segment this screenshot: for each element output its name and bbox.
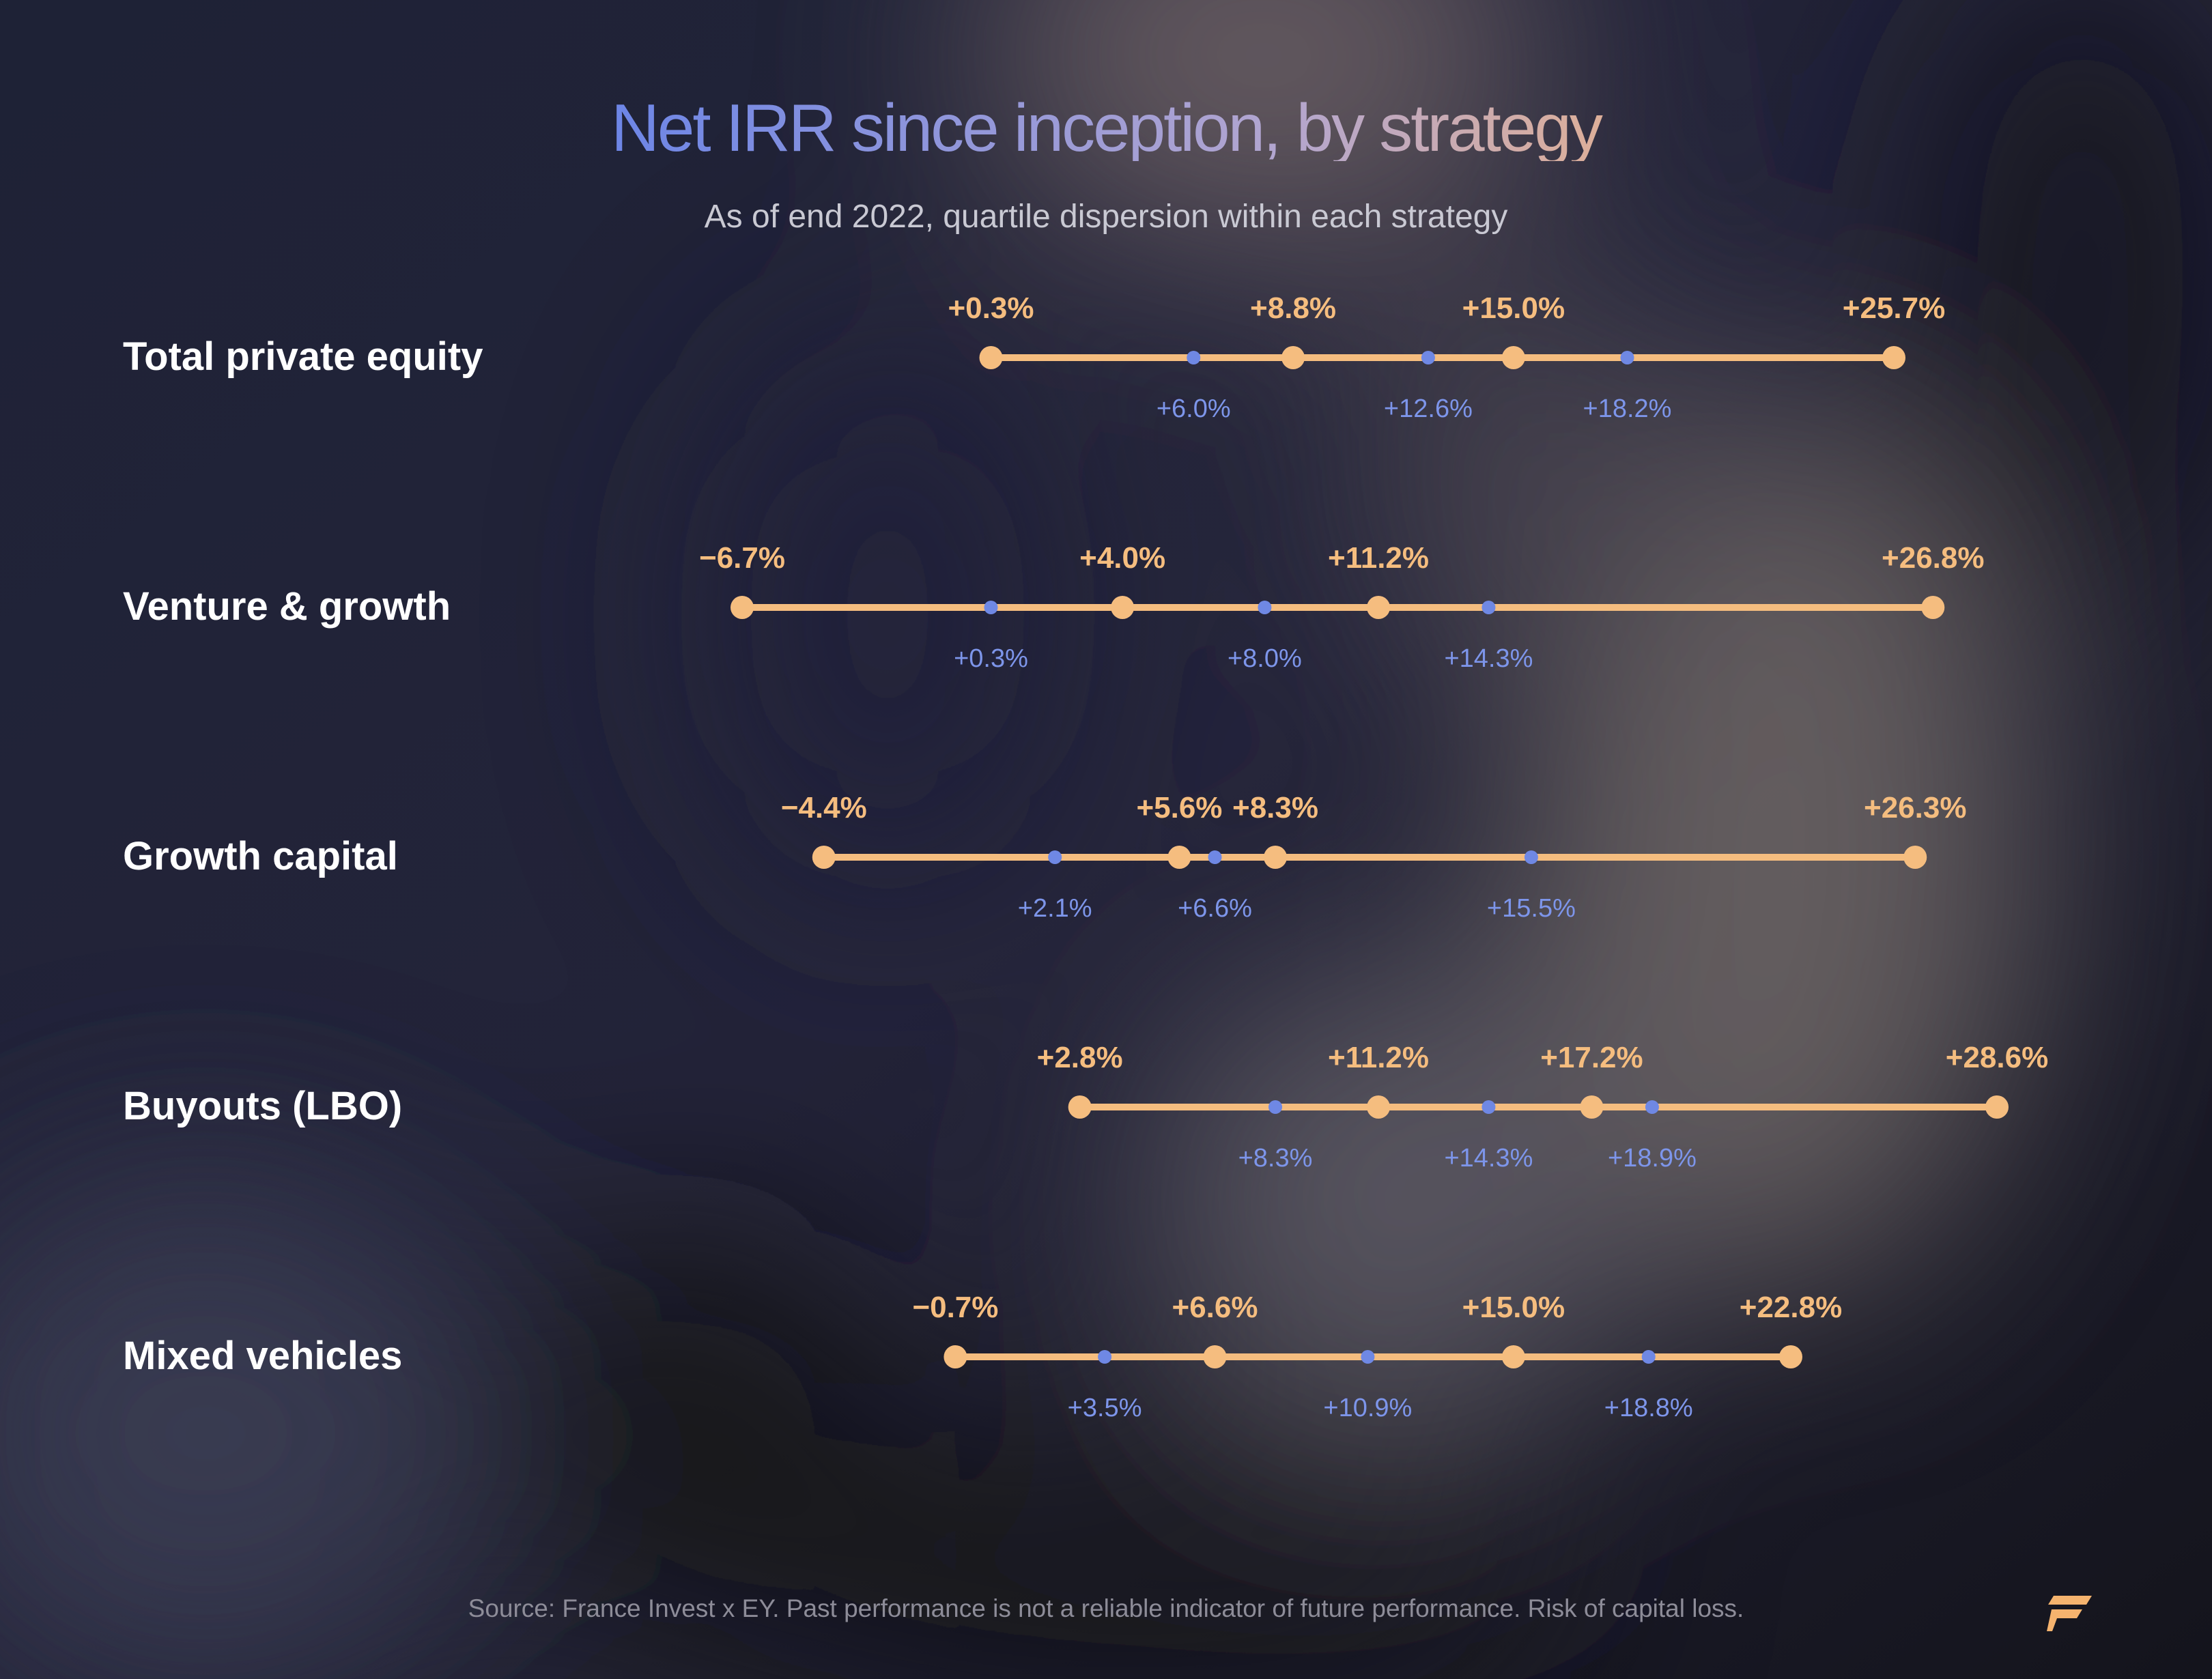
quartile-point (1281, 346, 1305, 369)
minor-point-label: +18.8% (1604, 1394, 1693, 1422)
minor-point (1187, 351, 1201, 364)
minor-point-label: +6.6% (1178, 894, 1252, 923)
minor-point (1641, 1350, 1656, 1364)
quartile-point (979, 346, 1003, 369)
quartile-point (731, 596, 754, 619)
quartile-point (1501, 1345, 1525, 1368)
minor-point-label: +8.0% (1228, 644, 1302, 673)
quartile-point-label: +25.7% (1843, 291, 1945, 325)
minor-point (984, 601, 998, 614)
quartile-point (1264, 846, 1288, 869)
minor-point-label: +14.3% (1444, 1144, 1533, 1173)
minor-point-label: +2.1% (1018, 894, 1092, 923)
quartile-point (1882, 346, 1906, 369)
quartile-point-label: +17.2% (1540, 1041, 1643, 1074)
quartile-point-label: +11.2% (1328, 1041, 1429, 1074)
row-label: Buyouts (LBO) (123, 1084, 402, 1128)
brand-logo-icon (2047, 1596, 2092, 1631)
minor-point-label: +6.0% (1157, 394, 1231, 423)
quartile-point-label: +26.3% (1864, 791, 1966, 824)
quartile-point-label: +4.0% (1079, 541, 1165, 575)
source-note: Source: France Invest x EY. Past perform… (468, 1594, 1744, 1622)
minor-point (1481, 1100, 1496, 1114)
quartile-point (812, 846, 836, 869)
minor-point-label: +18.9% (1608, 1144, 1697, 1173)
minor-point (1258, 601, 1272, 614)
minor-point (1620, 351, 1634, 364)
quartile-point-label: −6.7% (699, 541, 785, 575)
quartile-point (1068, 1095, 1092, 1119)
minor-point (1481, 601, 1496, 614)
row-label: Venture & growth (123, 584, 451, 629)
quartile-point-label: +8.8% (1250, 291, 1336, 325)
quartile-point (1167, 846, 1191, 869)
minor-point-label: +15.5% (1487, 894, 1576, 923)
chart-title: Net IRR since inception, by strategy (0, 94, 2212, 161)
minor-point-label: +12.6% (1384, 394, 1473, 423)
minor-point-label: +14.3% (1444, 644, 1533, 673)
quartile-point-label: +2.8% (1037, 1041, 1123, 1074)
minor-point (1421, 351, 1435, 364)
row-label: Total private equity (123, 334, 483, 379)
quartile-point-label: +5.6% (1136, 791, 1222, 824)
quartile-point-label: +28.6% (1946, 1041, 2048, 1074)
minor-point (1208, 850, 1222, 864)
minor-point (1524, 850, 1538, 864)
quartile-point (1501, 346, 1525, 369)
quartile-point-label: +0.3% (948, 291, 1034, 325)
quartile-point (1903, 846, 1927, 869)
quartile-point-label: −0.7% (912, 1291, 998, 1324)
quartile-point (1367, 596, 1391, 619)
minor-point (1645, 1100, 1659, 1114)
quartile-point (944, 1345, 967, 1368)
row-label: Mixed vehicles (123, 1334, 402, 1378)
quartile-point-label: +22.8% (1740, 1291, 1842, 1324)
quartile-point (1367, 1095, 1391, 1119)
minor-point-label: +3.5% (1068, 1394, 1142, 1422)
quartile-point (1921, 596, 1945, 619)
quartile-point-label: −4.4% (781, 791, 867, 824)
quartile-point-label: +15.0% (1462, 1291, 1565, 1324)
minor-point-label: +10.9% (1323, 1394, 1412, 1422)
minor-point-label: +0.3% (954, 644, 1028, 673)
quartile-point (1111, 596, 1135, 619)
quartile-point-label: +15.0% (1462, 291, 1565, 325)
minor-point (1268, 1100, 1283, 1114)
minor-point (1361, 1350, 1375, 1364)
chart-subtitle: As of end 2022, quartile dispersion with… (704, 199, 1508, 235)
quartile-point (1580, 1095, 1604, 1119)
minor-point (1098, 1350, 1112, 1364)
minor-point-label: +18.2% (1583, 394, 1672, 423)
row-label: Growth capital (123, 834, 398, 878)
quartile-point (1203, 1345, 1227, 1368)
quartile-point (1779, 1345, 1803, 1368)
minor-point (1048, 850, 1062, 864)
quartile-point-label: +6.6% (1172, 1291, 1258, 1324)
quartile-point-label: +26.8% (1882, 541, 1984, 575)
quartile-point-label: +8.3% (1232, 791, 1318, 824)
quartile-point (1985, 1095, 2009, 1119)
minor-point-label: +8.3% (1238, 1144, 1313, 1173)
quartile-point-label: +11.2% (1328, 541, 1429, 575)
